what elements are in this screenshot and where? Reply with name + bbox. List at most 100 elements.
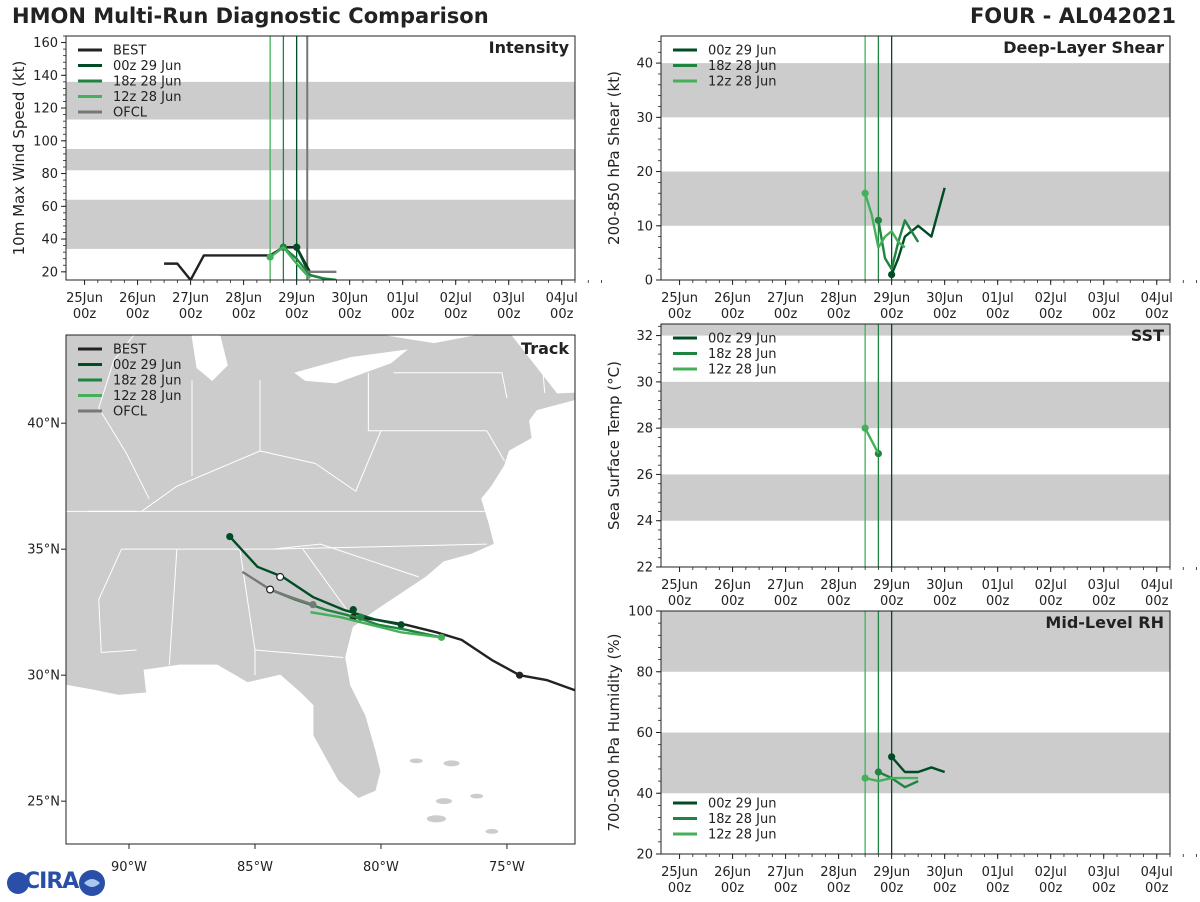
x-tick-label: 00z [827, 881, 851, 896]
ofcl-open-point [276, 572, 285, 581]
intensity-frame [65, 35, 576, 281]
x-tick-label: 04Jul [1141, 578, 1173, 593]
track-point [309, 601, 317, 609]
y-tick-label: 32 [636, 329, 653, 344]
category-band [661, 732, 1170, 794]
y-tick-label: 30 [636, 375, 653, 390]
category-band [66, 81, 575, 120]
x-tick-label: 03Jul [1088, 578, 1120, 593]
longitude-label: 75°W [489, 860, 525, 875]
x-tick-label: 00z [338, 307, 362, 322]
x-tick-label: 00z [1145, 881, 1169, 896]
y-tick-label: 0 [645, 274, 653, 289]
legend-label: 18z 28 Jun [113, 75, 182, 90]
legend-label: 00z 29 Jun [708, 332, 777, 347]
y-axis-label: 10m Max Wind Speed (kt) [10, 61, 28, 256]
y-tick-label: 160 [33, 36, 58, 51]
category-band [661, 474, 1170, 521]
x-tick-label: 25Jun [661, 291, 698, 306]
y-axis-label: Sea Surface Temp (°C) [605, 361, 623, 530]
series-point [861, 424, 869, 432]
x-tick-label: 00z [721, 307, 745, 322]
track-point [226, 532, 234, 541]
x-tick-label: 26Jun [714, 291, 751, 306]
x-tick-label: 25Jun [661, 578, 698, 593]
x-tick-label: 00z [550, 307, 574, 322]
series-point [874, 216, 882, 224]
x-tick-label: 00z [774, 881, 798, 896]
x-tick-label: 25Jun [66, 291, 103, 306]
x-tick-label: 00z [232, 307, 256, 322]
x-tick-label: 26Jun [119, 291, 156, 306]
series-line-run_18z [877, 770, 919, 789]
x-tick-label: 00z [880, 307, 904, 322]
legend-label: 00z 29 Jun [113, 59, 182, 74]
x-tick-label: 28Jun [225, 291, 262, 306]
series-line-run_12z [269, 246, 311, 280]
y-tick-label: 20 [41, 265, 58, 280]
bahamas-island [470, 793, 484, 799]
panel-title: Track [521, 339, 569, 358]
x-tick-label: 30Jun [926, 578, 963, 593]
state-border [393, 372, 508, 399]
x-tick-label: 00z [933, 307, 957, 322]
y-tick-label: 10 [636, 219, 653, 234]
x-tick-label: 01Jul [982, 865, 1014, 880]
series-point [874, 768, 882, 776]
bahamas-island [485, 829, 499, 834]
x-tick-label: 03Jul [1088, 291, 1120, 306]
x-tick-label: 00z [827, 594, 851, 609]
track-panel: 90°W 85°W 80°W 75°W 25°N 30°N 35°N 40°N Track BES… [27, 334, 576, 875]
y-tick-label: 100 [628, 605, 653, 620]
track-point [515, 671, 524, 679]
x-tick-label: 00z [497, 307, 521, 322]
legend-label: BEST [113, 343, 146, 358]
x-tick-label: 00z [1145, 594, 1169, 609]
y-tick-label: 80 [41, 167, 58, 182]
x-tick-label: 00z [774, 307, 798, 322]
x-tick-label: 00z [933, 594, 957, 609]
great-lake [191, 335, 228, 382]
rh-panel: 2040608010025Jun00z26Jun00z27Jun00z28Jun… [605, 605, 1197, 896]
x-tick-label: 30Jun [926, 291, 963, 306]
y-axis-label: 700-500 hPa Humidity (%) [605, 633, 623, 831]
x-tick-label: 00z [126, 307, 150, 322]
legend-label: 18z 28 Jun [113, 374, 182, 389]
x-tick-label: 00z [285, 307, 309, 322]
sst-panel: 22242628303225Jun00z26Jun00z27Jun00z28Ju… [605, 323, 1197, 609]
x-tick-label: 28Jun [820, 578, 857, 593]
legend-label: 18z 28 Jun [708, 812, 777, 827]
panel-title: Mid-Level RH [1045, 613, 1164, 632]
cira-logo-text: CIRA [24, 869, 79, 894]
series-line-run_12z [864, 776, 919, 783]
shear-plot-area [661, 36, 1170, 280]
x-tick-label: 00z [986, 307, 1010, 322]
storm-id-title: FOUR - AL042021 [969, 4, 1176, 28]
x-tick-label: 29Jun [873, 291, 910, 306]
category-band [661, 381, 1170, 429]
x-tick-label: 00z [880, 594, 904, 609]
bahamas-island [426, 815, 447, 823]
track-map [66, 335, 575, 834]
track-line-run_00z [228, 535, 402, 626]
cira-logo-graphic [7, 870, 105, 896]
series-line-run_00z [890, 187, 946, 276]
y-tick-label: 20 [636, 848, 653, 863]
x-tick-label: 04Jul [546, 291, 578, 306]
shear-panel: 01020304025Jun00z26Jun00z27Jun00z28Jun00… [605, 35, 1197, 322]
x-tick-label: 00z [986, 594, 1010, 609]
x-tick-label: 02Jul [1035, 865, 1067, 880]
y-axis-label: 200-850 hPa Shear (kt) [605, 71, 623, 245]
longitude-label: 90°W [111, 860, 147, 875]
latitude-label: 30°N [27, 669, 60, 684]
x-tick-label: 02Jul [1035, 291, 1067, 306]
series-point [861, 774, 869, 782]
x-tick-label: 01Jul [982, 291, 1014, 306]
series-line-run_00z [890, 756, 946, 774]
shear-frame [660, 35, 1171, 281]
x-tick-label: 04Jul [1141, 291, 1173, 306]
state-border [272, 543, 419, 578]
x-tick-label: 27Jun [767, 865, 804, 880]
y-tick-label: 26 [636, 468, 653, 483]
